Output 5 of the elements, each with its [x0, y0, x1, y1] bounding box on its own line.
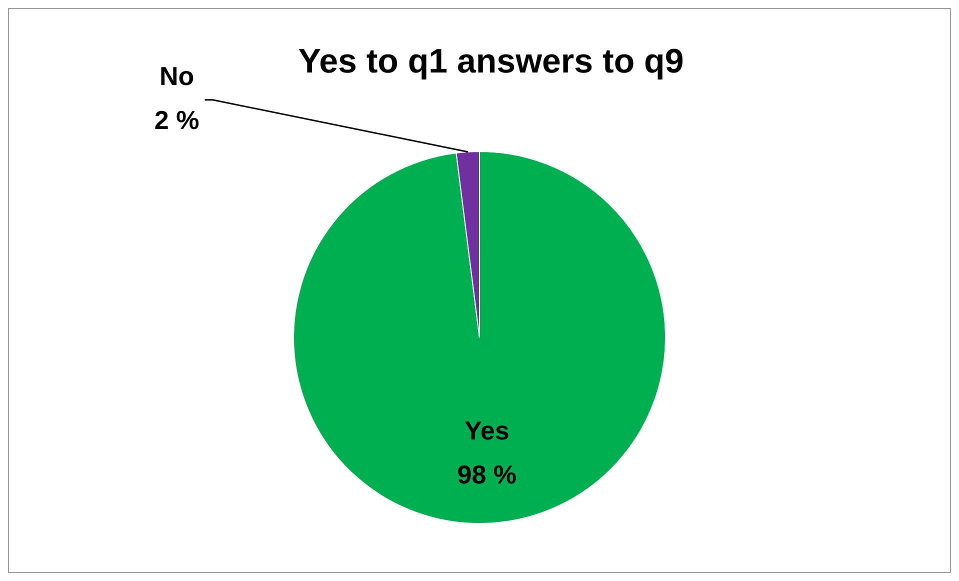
- data-label: 2 %: [154, 105, 200, 136]
- slice-label: Yes: [464, 416, 510, 446]
- slice-label: No: [159, 61, 194, 92]
- chart-title: Yes to q1 answers to q9: [298, 42, 684, 80]
- data-label: 98 %: [457, 460, 516, 490]
